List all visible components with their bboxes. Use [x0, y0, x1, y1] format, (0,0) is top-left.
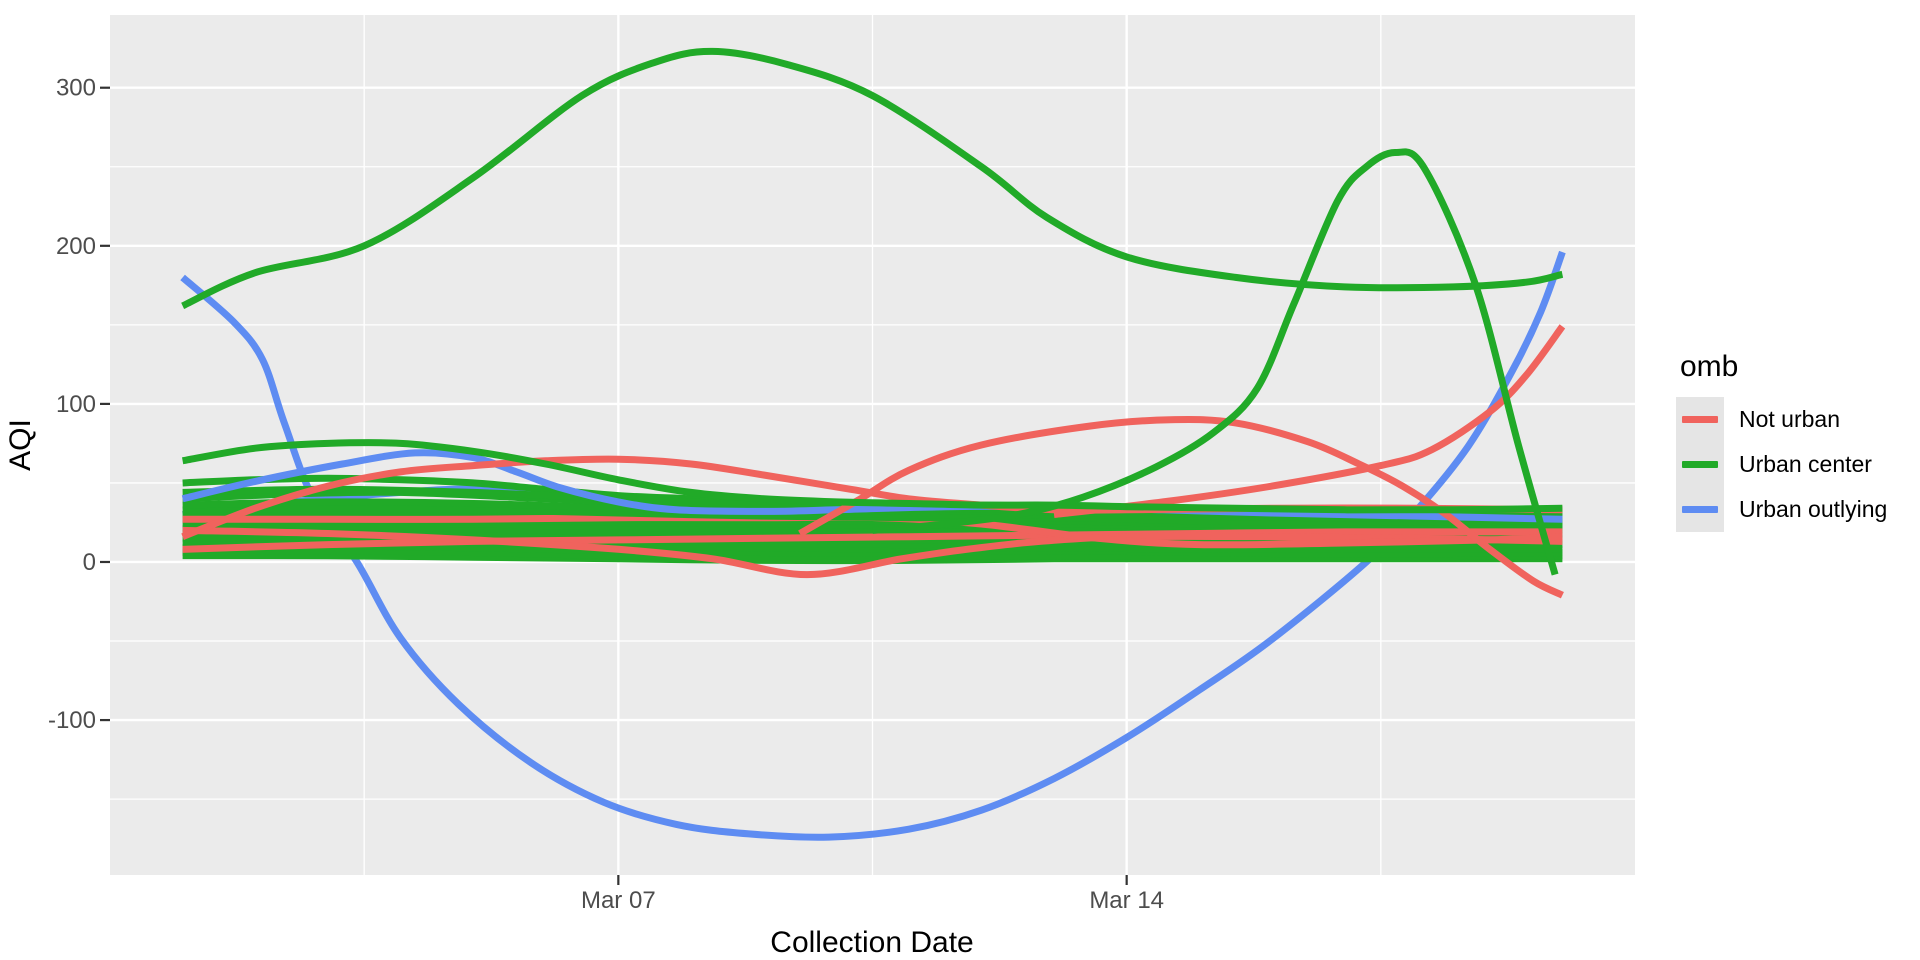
series-line — [798, 415, 1564, 599]
legend-item-label: Not urban — [1739, 406, 1841, 432]
y-tick-label: 200 — [56, 233, 96, 260]
y-tick-label: 100 — [56, 391, 96, 418]
y-tick-label: 300 — [56, 75, 96, 102]
x-tick-label: Mar 14 — [1089, 887, 1164, 914]
legend-key-swatch-box — [1676, 442, 1724, 487]
y-axis-title: AQI — [4, 419, 37, 471]
legend-line-swatch — [1682, 506, 1718, 513]
legend-item-label: Urban outlying — [1739, 496, 1888, 522]
axis-tick-marks — [100, 86, 1128, 885]
legend-title: omb — [1680, 350, 1739, 383]
x-axis-title: Collection Date — [770, 926, 973, 959]
legend-item: Urban outlying — [1676, 487, 1887, 532]
axis-tick-labels: -100 0 100 200 300 Mar 07 Mar 14 — [48, 75, 1164, 914]
y-tick-label: -100 — [48, 707, 96, 734]
series-line — [182, 526, 1563, 579]
series-lines — [180, 47, 1566, 841]
legend: omb Not urban Urban center Urban outlying — [1676, 350, 1887, 532]
series-line — [182, 528, 1563, 553]
legend-line-swatch — [1682, 461, 1718, 468]
legend-item: Urban center — [1676, 442, 1887, 487]
series-line — [182, 439, 1563, 514]
legend-item: Not urban — [1676, 397, 1887, 442]
series-line — [1053, 324, 1566, 519]
series-line — [181, 47, 1564, 310]
legend-item-label: Urban center — [1739, 451, 1872, 477]
series-line — [181, 449, 1563, 523]
legend-line-swatch — [1682, 416, 1718, 423]
y-tick-label: 0 — [83, 549, 96, 576]
legend-key-swatch-box — [1676, 487, 1724, 532]
legend-rows: Not urban Urban center Urban outlying — [1676, 397, 1887, 532]
series-line — [182, 547, 1563, 561]
series-line — [182, 542, 1563, 558]
legend-key-swatch-box — [1676, 397, 1724, 442]
series-line — [872, 148, 1559, 576]
x-tick-label: Mar 07 — [581, 887, 656, 914]
